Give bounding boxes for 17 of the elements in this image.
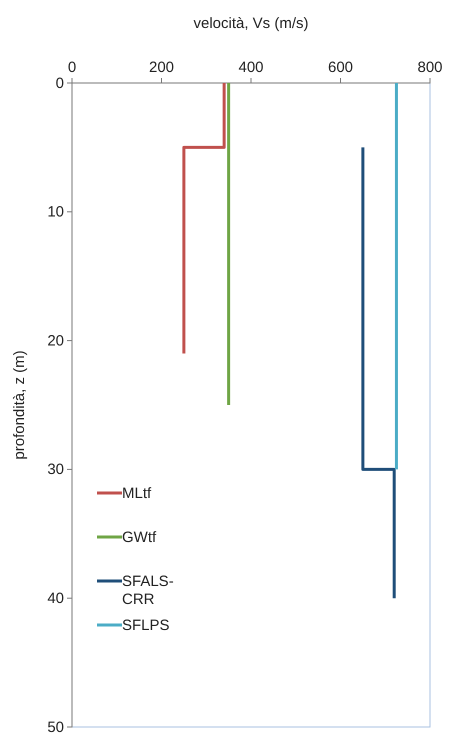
legend-label: MLtf — [122, 485, 152, 502]
x-tick-label: 400 — [238, 59, 264, 76]
y-tick-label: 40 — [47, 590, 64, 607]
y-axis-title: profondità, z (m) — [11, 350, 28, 460]
x-tick-label: 0 — [68, 59, 76, 76]
y-tick-label: 20 — [47, 332, 64, 350]
x-tick-label: 800 — [417, 59, 443, 76]
y-tick-label: 50 — [47, 718, 64, 733]
y-tick-label: 30 — [47, 461, 64, 478]
y-tick-label: 0 — [56, 74, 64, 92]
legend-label: GWtf — [122, 529, 157, 546]
x-tick-label: 600 — [328, 59, 354, 76]
x-axis-title: velocità, Vs (m/s) — [193, 15, 309, 32]
y-tick-label: 10 — [47, 204, 64, 221]
legend-label: SFLPS — [122, 617, 170, 634]
legend-label: SFALS-CRR — [122, 573, 174, 608]
x-tick-label: 200 — [148, 59, 174, 76]
